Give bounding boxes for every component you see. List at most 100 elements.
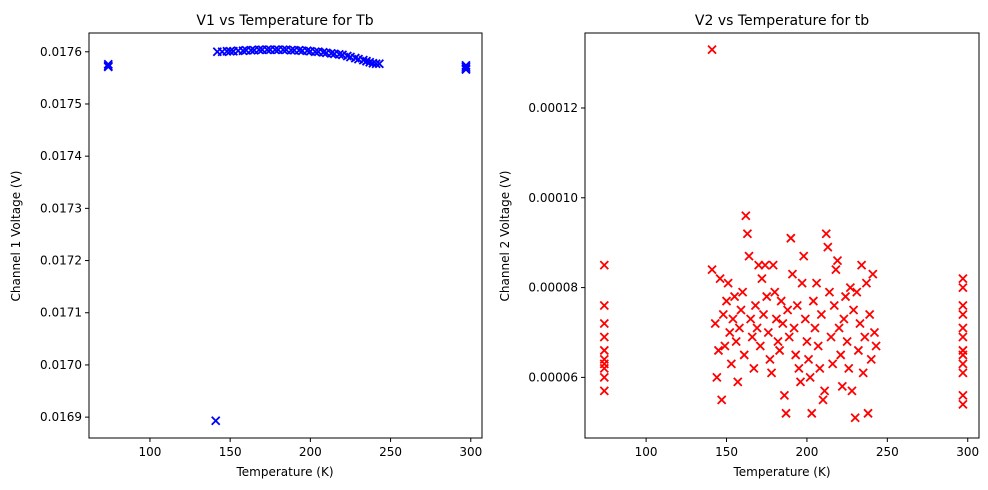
x-tick-label: 200 [795, 445, 818, 459]
right-chart-title: V2 vs Temperature for tb [695, 13, 869, 29]
data-point [819, 386, 830, 396]
data-point [800, 314, 810, 324]
data-point [832, 256, 843, 266]
data-point [736, 305, 746, 315]
right-chart-ylabel: Channel 2 Voltage (V) [498, 171, 512, 302]
x-tick-label: 100 [139, 445, 162, 459]
x-tick-label: 250 [876, 445, 899, 459]
data-point [831, 264, 841, 275]
data-point [840, 291, 851, 302]
data-point [746, 314, 756, 324]
data-point [774, 345, 785, 356]
data-point [770, 287, 780, 297]
data-point [294, 45, 304, 55]
data-point [828, 359, 838, 369]
data-point [742, 229, 753, 239]
data-point [262, 45, 272, 55]
data-point [824, 287, 835, 297]
data-point [781, 408, 791, 418]
data-point [461, 62, 471, 72]
data-point [818, 395, 828, 405]
data-point [766, 368, 777, 378]
data-point [461, 64, 471, 75]
y-tick-label: 0.00010 [528, 191, 578, 205]
data-point [771, 314, 782, 324]
data-point [784, 332, 794, 342]
data-point [816, 309, 827, 320]
data-point [860, 332, 870, 342]
data-point [811, 278, 822, 288]
data-point [599, 318, 609, 329]
left-chart-frame [88, 32, 483, 439]
data-point [787, 269, 798, 279]
y-tick-label: 0.0175 [40, 97, 82, 111]
data-point [842, 336, 852, 347]
data-point [795, 377, 806, 387]
data-point [725, 327, 735, 338]
data-point [599, 260, 609, 270]
data-point [836, 350, 846, 360]
right-chart-xlabel: Temperature (K) [732, 465, 830, 479]
data-point [858, 368, 868, 378]
data-point [278, 45, 288, 55]
data-point [760, 260, 770, 270]
y-tick-label: 0.0172 [40, 254, 82, 268]
data-point [599, 345, 609, 356]
data-point [847, 386, 857, 396]
data-point [808, 296, 818, 306]
left-chart-xlabel: Temperature (K) [235, 465, 333, 479]
data-point [752, 323, 762, 333]
data-point [720, 341, 730, 351]
x-tick-label: 300 [956, 445, 979, 459]
data-point [797, 278, 807, 288]
data-point [750, 300, 761, 311]
data-point [871, 341, 881, 351]
x-tick-label: 100 [635, 445, 658, 459]
x-tick-label: 300 [459, 445, 482, 459]
data-point [246, 45, 256, 55]
data-point [958, 390, 968, 400]
data-point [805, 372, 815, 383]
left-chart-ticks: 100 150 200 250 300 0.0169 0.0170 0.0171 0.0172 0… [40, 45, 482, 459]
data-point [721, 296, 732, 306]
right-chart-panel: V2 vs Temperature for tb Temperature (K)… [498, 13, 980, 479]
data-point [837, 381, 847, 392]
data-point [778, 318, 788, 329]
data-point [599, 372, 609, 383]
data-point [958, 332, 968, 342]
data-point [723, 278, 733, 288]
data-point [958, 300, 968, 311]
data-point [599, 300, 609, 311]
y-tick-label: 0.0170 [40, 358, 82, 372]
y-tick-label: 0.0171 [40, 306, 82, 320]
data-point [861, 278, 872, 288]
data-point [270, 45, 280, 55]
y-tick-label: 0.0174 [40, 149, 82, 163]
data-point [712, 372, 722, 383]
data-point [856, 260, 867, 270]
data-point [762, 291, 772, 302]
y-tick-label: 0.0169 [40, 410, 82, 424]
data-point [741, 211, 751, 221]
data-point [747, 332, 757, 342]
data-point [371, 59, 381, 69]
data-point [757, 273, 767, 284]
data-point [599, 386, 609, 396]
data-point [789, 323, 799, 333]
data-point [103, 59, 113, 69]
data-point [850, 413, 860, 423]
data-point [803, 354, 814, 365]
data-point [863, 408, 873, 418]
data-point [782, 305, 793, 315]
data-point [869, 327, 880, 338]
y-tick-label: 0.00008 [528, 281, 578, 295]
data-point [779, 390, 790, 400]
data-point [755, 341, 765, 351]
data-point [334, 49, 344, 60]
data-point [826, 332, 836, 342]
data-point [326, 48, 336, 58]
x-tick-label: 250 [379, 445, 402, 459]
data-point [839, 314, 849, 324]
data-point [739, 350, 749, 360]
data-point [737, 287, 748, 297]
